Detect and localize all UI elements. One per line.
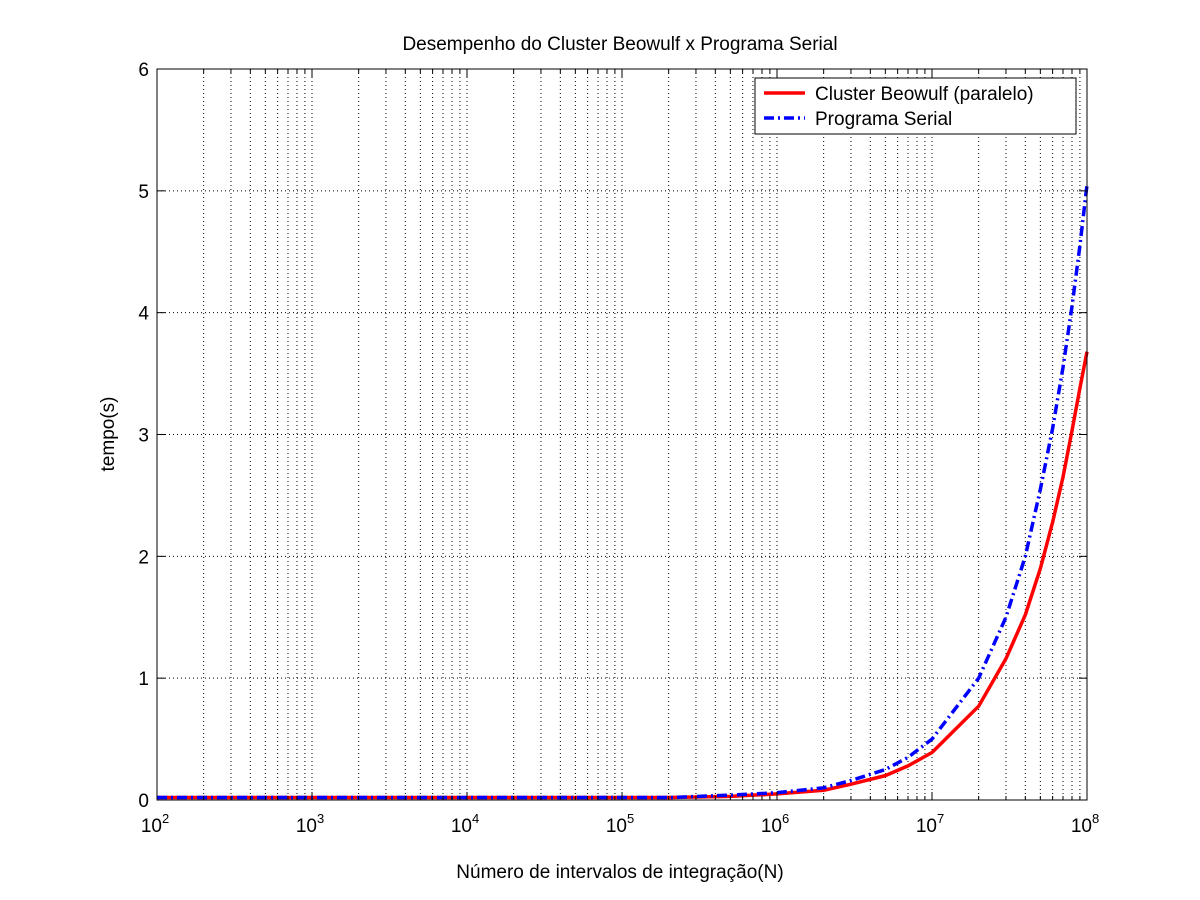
legend-label-cluster: Cluster Beowulf (paralelo)	[815, 84, 1034, 105]
y-tick-label: 4	[138, 304, 149, 325]
ticks	[156, 68, 1088, 801]
x-tick-label: 105	[606, 811, 634, 837]
series-line-serial	[157, 184, 1089, 800]
legend-box	[754, 77, 1077, 135]
x-tick-label: 104	[451, 811, 479, 837]
x-tick-label: 106	[761, 811, 789, 837]
series-layer	[157, 184, 1089, 800]
grid	[157, 69, 1087, 800]
x-tick-label: 107	[916, 811, 944, 837]
y-tick-label: 5	[138, 182, 149, 203]
x-tick-label: 102	[141, 811, 169, 837]
legend: Cluster Beowulf (paralelo) Programa Seri…	[754, 77, 1077, 135]
y-tick-label: 0	[138, 791, 149, 812]
y-tick-label: 1	[138, 669, 149, 690]
y-tick-label: 2	[138, 547, 149, 568]
x-tick-label: 103	[296, 811, 324, 837]
y-axis-label: tempo(s)	[98, 397, 119, 472]
x-axis-label: Número de intervalos de integração(N)	[456, 862, 783, 883]
y-tick-label: 3	[138, 426, 149, 447]
y-tick-labels: 0 1 2 3 4 5 6	[138, 60, 149, 812]
chart-title: Desempenho do Cluster Beowulf x Programa…	[402, 34, 837, 55]
y-tick-label: 6	[138, 60, 149, 81]
legend-label-serial: Programa Serial	[815, 109, 952, 130]
x-tick-labels: 102 103 104 105 106 107 108	[141, 811, 1099, 837]
x-tick-label: 108	[1071, 811, 1099, 837]
